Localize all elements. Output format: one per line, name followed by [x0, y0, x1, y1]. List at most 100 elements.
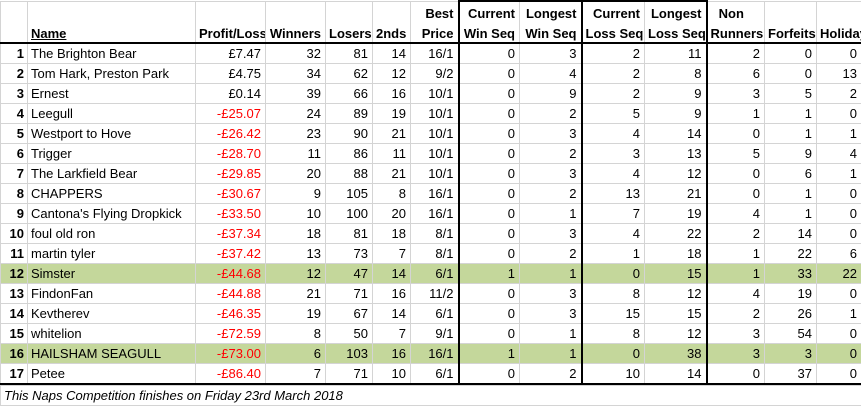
header-longest-loss-seq[interactable]: Loss Seq: [644, 22, 708, 44]
best-price-cell[interactable]: 9/1: [410, 323, 459, 344]
losers-cell[interactable]: 50: [325, 323, 373, 344]
longest-win-seq-cell[interactable]: 1: [519, 203, 583, 224]
forfeits-cell[interactable]: 1: [764, 103, 817, 124]
forfeits-cell[interactable]: 9: [764, 143, 817, 164]
current-win-seq-cell[interactable]: 0: [457, 323, 520, 344]
longest-loss-seq-cell[interactable]: 12: [644, 323, 708, 344]
longest-win-seq-cell[interactable]: 3: [519, 123, 583, 144]
holiday-cell[interactable]: 0: [816, 103, 861, 124]
holiday-cell[interactable]: 0: [816, 323, 861, 344]
current-loss-seq-cell[interactable]: 7: [581, 203, 645, 224]
name-cell[interactable]: FindonFan: [27, 283, 196, 304]
rank-cell[interactable]: 16: [0, 343, 28, 364]
current-win-seq-cell[interactable]: 0: [457, 283, 520, 304]
non-runners-cell[interactable]: 1: [706, 263, 765, 284]
seconds-cell[interactable]: 16: [372, 343, 411, 364]
forfeits-cell[interactable]: 1: [764, 183, 817, 204]
name-cell[interactable]: Kevtherev: [27, 303, 196, 324]
losers-cell[interactable]: 90: [325, 123, 373, 144]
current-loss-seq-cell[interactable]: 0: [581, 263, 645, 284]
winners-cell[interactable]: 32: [265, 42, 326, 64]
seconds-cell[interactable]: 11: [372, 143, 411, 164]
best-price-cell[interactable]: 16/1: [410, 42, 459, 64]
current-win-seq-cell[interactable]: 0: [457, 203, 520, 224]
longest-win-seq-cell[interactable]: 3: [519, 283, 583, 304]
losers-cell[interactable]: 71: [325, 283, 373, 304]
current-loss-seq-cell[interactable]: 3: [581, 143, 645, 164]
header-winners[interactable]: Winners: [265, 22, 326, 44]
winners-cell[interactable]: 12: [265, 263, 326, 284]
winners-cell[interactable]: 7: [265, 363, 326, 385]
rank-cell[interactable]: 12: [0, 263, 28, 284]
holiday-cell[interactable]: 0: [816, 42, 861, 64]
winners-cell[interactable]: 9: [265, 183, 326, 204]
current-loss-seq-cell[interactable]: 4: [581, 223, 645, 244]
header-profit-loss[interactable]: Profit/Loss: [195, 22, 266, 44]
non-runners-cell[interactable]: 2: [706, 303, 765, 324]
seconds-cell[interactable]: 14: [372, 42, 411, 64]
current-loss-seq-cell[interactable]: 10: [581, 363, 645, 385]
longest-win-seq-cell[interactable]: 2: [519, 363, 583, 385]
rank-cell[interactable]: 4: [0, 103, 28, 124]
current-win-seq-cell[interactable]: 0: [457, 363, 520, 385]
rank-cell[interactable]: 9: [0, 203, 28, 224]
longest-win-seq-cell[interactable]: 3: [519, 223, 583, 244]
holiday-cell[interactable]: 4: [816, 143, 861, 164]
winners-cell[interactable]: 23: [265, 123, 326, 144]
rank-cell[interactable]: 17: [0, 363, 28, 385]
profit-loss-cell[interactable]: -£29.85: [195, 163, 266, 184]
best-price-cell[interactable]: 6/1: [410, 263, 459, 284]
profit-loss-cell[interactable]: £7.47: [195, 42, 266, 64]
losers-cell[interactable]: 81: [325, 42, 373, 64]
best-price-cell[interactable]: 11/2: [410, 283, 459, 304]
longest-win-seq-cell[interactable]: 4: [519, 63, 583, 84]
header-cell[interactable]: [195, 0, 266, 22]
best-price-cell[interactable]: 16/1: [410, 203, 459, 224]
current-loss-seq-cell[interactable]: 13: [581, 183, 645, 204]
longest-loss-seq-cell[interactable]: 9: [644, 103, 708, 124]
header-current-loss[interactable]: Current: [581, 0, 645, 22]
rank-cell[interactable]: 14: [0, 303, 28, 324]
winners-cell[interactable]: 21: [265, 283, 326, 304]
rank-cell[interactable]: 11: [0, 243, 28, 264]
non-runners-cell[interactable]: 4: [706, 203, 765, 224]
longest-loss-seq-cell[interactable]: 8: [644, 63, 708, 84]
longest-win-seq-cell[interactable]: 3: [519, 303, 583, 324]
name-cell[interactable]: Westport to Hove: [27, 123, 196, 144]
holiday-cell[interactable]: 0: [816, 223, 861, 244]
profit-loss-cell[interactable]: -£72.59: [195, 323, 266, 344]
best-price-cell[interactable]: 10/1: [410, 83, 459, 104]
forfeits-cell[interactable]: 37: [764, 363, 817, 385]
holiday-cell[interactable]: 0: [816, 343, 861, 364]
current-loss-seq-cell[interactable]: 2: [581, 42, 645, 64]
non-runners-cell[interactable]: 3: [706, 83, 765, 104]
holiday-cell[interactable]: 22: [816, 263, 861, 284]
best-price-cell[interactable]: 16/1: [410, 343, 459, 364]
profit-loss-cell[interactable]: £4.75: [195, 63, 266, 84]
forfeits-cell[interactable]: 1: [764, 123, 817, 144]
rank-cell[interactable]: 15: [0, 323, 28, 344]
header-losers[interactable]: Losers: [325, 22, 373, 44]
longest-loss-seq-cell[interactable]: 15: [644, 303, 708, 324]
footer-note[interactable]: This Naps Competition finishes on Friday…: [0, 385, 861, 406]
current-loss-seq-cell[interactable]: 8: [581, 283, 645, 304]
current-win-seq-cell[interactable]: 0: [457, 83, 520, 104]
winners-cell[interactable]: 39: [265, 83, 326, 104]
winners-cell[interactable]: 8: [265, 323, 326, 344]
profit-loss-cell[interactable]: -£26.42: [195, 123, 266, 144]
longest-loss-seq-cell[interactable]: 9: [644, 83, 708, 104]
seconds-cell[interactable]: 20: [372, 203, 411, 224]
forfeits-cell[interactable]: 3: [764, 343, 817, 364]
header-current-win[interactable]: Current: [457, 0, 520, 22]
header-best[interactable]: Best: [410, 0, 459, 22]
header-price[interactable]: Price: [410, 22, 459, 44]
name-cell[interactable]: Simster: [27, 263, 196, 284]
rank-cell[interactable]: 5: [0, 123, 28, 144]
forfeits-cell[interactable]: 19: [764, 283, 817, 304]
current-loss-seq-cell[interactable]: 5: [581, 103, 645, 124]
longest-loss-seq-cell[interactable]: 12: [644, 283, 708, 304]
non-runners-cell[interactable]: 1: [706, 103, 765, 124]
longest-win-seq-cell[interactable]: 2: [519, 143, 583, 164]
header-cell[interactable]: [0, 0, 28, 22]
best-price-cell[interactable]: 8/1: [410, 243, 459, 264]
